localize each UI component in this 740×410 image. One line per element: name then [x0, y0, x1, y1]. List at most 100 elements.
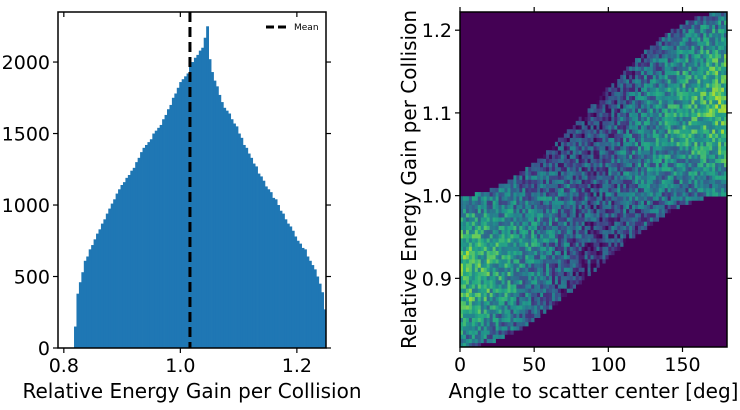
- heatmap-cell: [578, 200, 582, 205]
- heatmap-cell: [581, 171, 585, 176]
- heatmap-cell: [599, 213, 603, 218]
- heatmap-cell: [549, 233, 553, 239]
- heatmap-cell: [554, 171, 559, 176]
- histogram-x-ticks: 0.8 1.0 1.2: [49, 12, 312, 377]
- heatmap-cell: [581, 154, 585, 159]
- heatmap-cell: [460, 263, 464, 268]
- heatmap-cell: [522, 229, 526, 235]
- heatmap-cell: [605, 192, 609, 197]
- heatmap-cell: [602, 221, 606, 226]
- heatmap-cell: [655, 137, 660, 143]
- heatmap-cell: [608, 112, 612, 117]
- heatmap-cell: [664, 58, 668, 63]
- heatmap-cell: [602, 141, 606, 147]
- heatmap-cell: [682, 171, 686, 176]
- heatmap-cell: [468, 217, 473, 222]
- heatmap-cell: [632, 192, 636, 197]
- heatmap-cell: [519, 200, 523, 205]
- heatmap-cell: [608, 179, 612, 184]
- heatmap-cell: [617, 137, 621, 143]
- heatmap-cell: [715, 37, 719, 42]
- heatmap-cell: [655, 116, 660, 122]
- heatmap-cell: [635, 225, 639, 231]
- heatmap-cell: [492, 321, 496, 327]
- heatmap-cell: [489, 296, 493, 302]
- heatmap-cell: [551, 229, 556, 235]
- heatmap-cell: [474, 280, 479, 285]
- heatmap-cell: [528, 309, 532, 314]
- heatmap-cell: [546, 196, 550, 201]
- heatmap-cell: [528, 317, 532, 323]
- heatmap-cell: [664, 83, 668, 88]
- heatmap-cell: [575, 158, 579, 164]
- heatmap-cell: [504, 326, 508, 331]
- heatmap-cell: [709, 49, 713, 55]
- heatmap-cell: [658, 120, 663, 126]
- heatmap-cell: [611, 87, 615, 92]
- heatmap-cell: [516, 267, 520, 272]
- heatmap-cell: [510, 288, 514, 293]
- heatmap-cell: [584, 200, 588, 205]
- heatmap-cell: [667, 87, 671, 92]
- heatmap-cell: [611, 104, 615, 109]
- heatmap-cell: [599, 246, 603, 251]
- heatmap-cell: [697, 175, 701, 180]
- heatmap-cell: [724, 158, 728, 164]
- heatmap-cell: [617, 125, 621, 130]
- heatmap-cell: [688, 28, 692, 34]
- heatmap-cell: [572, 275, 576, 281]
- heatmap-cell: [554, 254, 559, 260]
- heatmap-cell: [569, 133, 574, 138]
- heatmap-cell: [460, 292, 464, 298]
- heatmap-cell: [468, 208, 473, 214]
- heatmap-cell: [578, 125, 582, 130]
- heatmap-cell: [554, 238, 559, 243]
- heatmap-cell: [635, 221, 639, 226]
- heatmap-cell: [528, 242, 532, 247]
- heatmap-cell: [540, 200, 544, 205]
- heatmap-cell: [721, 175, 725, 180]
- heatmap-cell: [581, 166, 585, 172]
- heatmap-cell: [646, 158, 651, 164]
- heatmap-cell: [540, 158, 544, 164]
- heatmap-cell: [531, 162, 535, 168]
- heatmap-cell: [513, 179, 517, 184]
- heatmap-cell: [593, 166, 597, 172]
- heatmap-cell: [703, 99, 707, 105]
- heatmap-cell: [486, 305, 490, 310]
- heatmap-cell: [510, 300, 514, 306]
- heatmap-cell: [572, 133, 576, 138]
- heatmap-cell: [477, 334, 482, 339]
- heatmap-cell: [679, 79, 683, 84]
- heatmap-cell: [460, 342, 464, 348]
- heatmap-cell: [557, 183, 562, 189]
- heatmap-cell: [504, 288, 508, 293]
- heatmap-cell: [569, 146, 574, 151]
- heatmap-cell: [632, 133, 636, 138]
- heatmap-cell: [721, 53, 725, 59]
- heatmap-cell: [549, 267, 553, 272]
- heatmap-cell: [638, 70, 642, 76]
- heatmap-cell: [495, 238, 499, 243]
- heatmap-cell: [626, 221, 630, 226]
- heatmap-cell: [525, 221, 529, 226]
- heatmap-cell: [706, 141, 710, 147]
- heatmap-cell: [480, 330, 485, 335]
- heatmap-cell: [661, 99, 665, 105]
- heatmap-cell: [596, 112, 600, 117]
- heatmap-cell: [519, 271, 523, 277]
- heatmap-cell: [549, 242, 553, 247]
- heatmap-cell: [640, 116, 645, 122]
- heatmap-cell: [658, 158, 663, 164]
- heatmap-cell: [709, 141, 713, 147]
- heatmap-cell: [626, 116, 630, 122]
- heatmap-cell: [685, 129, 689, 134]
- heatmap-cell: [703, 70, 707, 76]
- heatmap-cell: [661, 116, 665, 122]
- heatmap-cell: [486, 280, 490, 285]
- heatmap-cell: [700, 120, 704, 126]
- heatmap-cell: [540, 267, 544, 272]
- heatmap-cell: [712, 183, 716, 189]
- heatmap-cell: [566, 213, 571, 218]
- heatmap-cell: [563, 179, 568, 184]
